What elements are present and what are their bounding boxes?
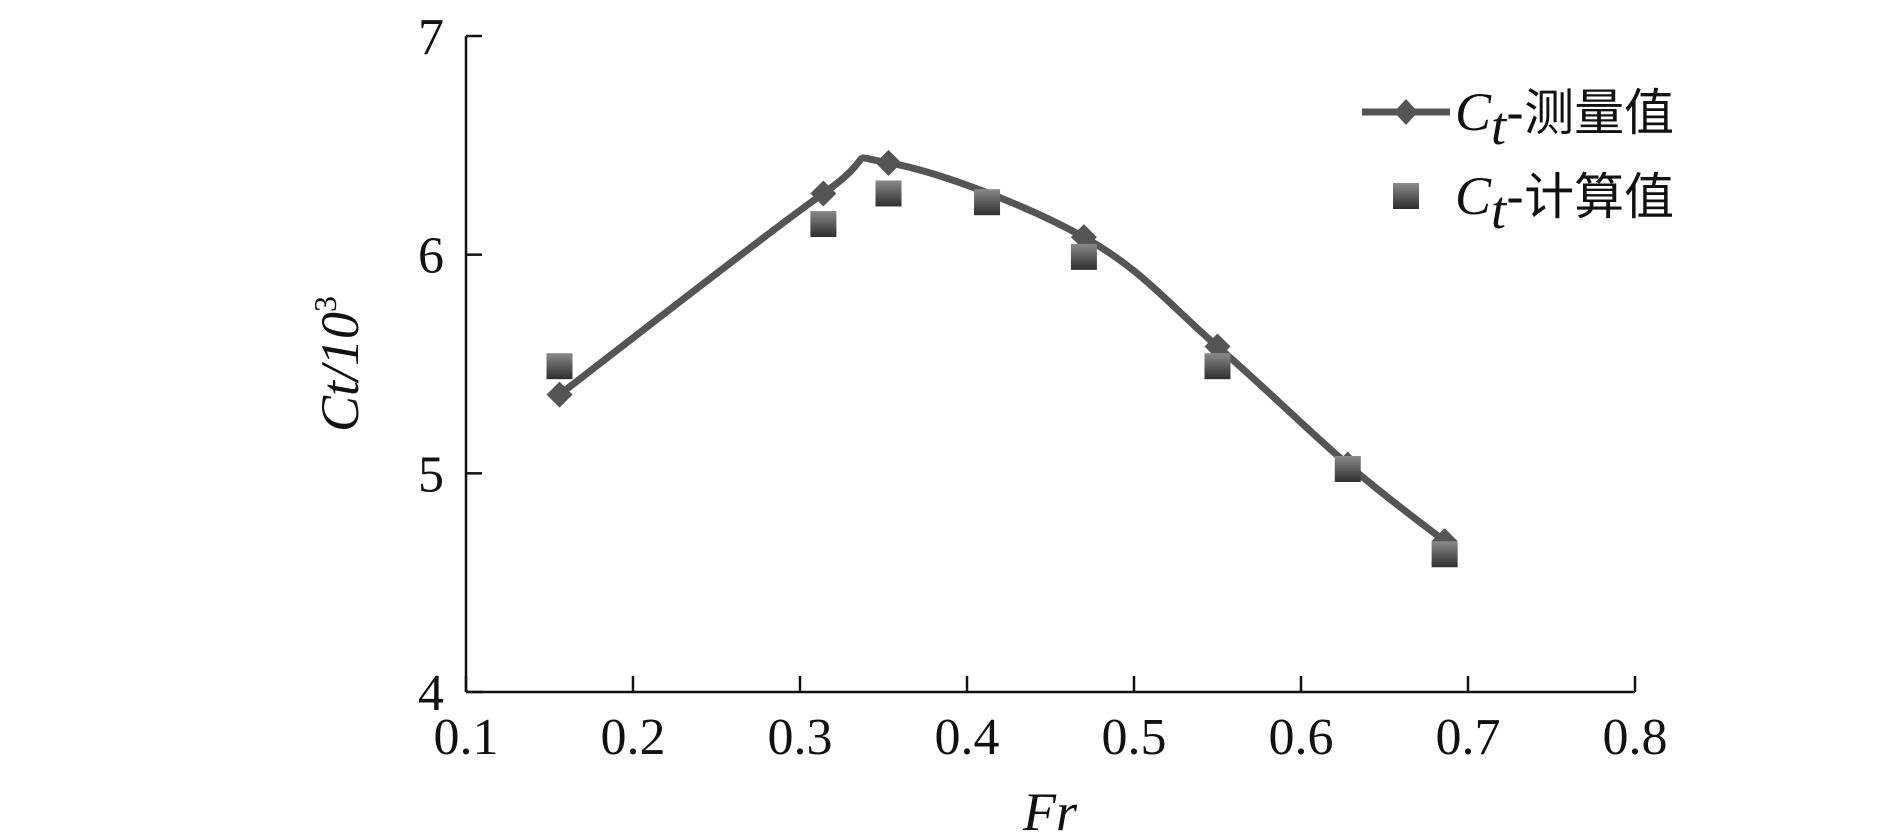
computed-series-markers [546, 180, 1458, 568]
measured-point [875, 149, 902, 176]
measured-series-line [556, 154, 1449, 545]
y-axis-title-superscript: 3 [307, 296, 343, 312]
computed-point [875, 180, 902, 207]
y-tick-label: 4 [418, 665, 444, 722]
legend-computed-label: Ct-计算值 [1455, 166, 1674, 240]
svg-text:Ct/103: Ct/103 [307, 296, 370, 432]
x-axis-title: Fr [1022, 782, 1078, 833]
measured-series-markers [546, 149, 1458, 555]
y-tick-label: 6 [418, 228, 444, 285]
y-ticks: 4 5 6 7 [418, 9, 482, 722]
x-tick-label: 0.8 [1603, 709, 1668, 766]
y-tick-label: 5 [418, 446, 444, 503]
x-ticks: 0.1 0.2 0.3 0.4 0.5 0.6 0.7 0.8 [434, 676, 1668, 766]
measured-point [546, 381, 573, 408]
x-tick-label: 0.7 [1436, 709, 1501, 766]
x-tick-label: 0.2 [601, 709, 666, 766]
computed-point [1204, 353, 1231, 380]
legend-computed-marker [1393, 183, 1419, 209]
computed-point [810, 211, 837, 238]
x-tick-label: 0.5 [1102, 709, 1167, 766]
measured-point [1070, 224, 1097, 251]
y-tick-label: 7 [418, 9, 444, 66]
x-tick-label: 0.3 [768, 709, 833, 766]
measured-point [810, 180, 837, 207]
y-axis-title-group: Ct/103 [307, 296, 370, 432]
measured-point [1204, 333, 1231, 360]
x-tick-label: 0.4 [935, 709, 1000, 766]
computed-point [1070, 243, 1097, 270]
x-tick-label: 0.1 [434, 709, 499, 766]
computed-point [546, 353, 573, 380]
computed-point [1431, 541, 1458, 568]
legend-measured-label: Ct-测量值 [1455, 82, 1674, 156]
legend: Ct-测量值 Ct-计算值 [1362, 82, 1674, 240]
y-axis-title: Ct/10 [310, 312, 370, 432]
legend-measured-marker [1394, 99, 1418, 125]
computed-point [1334, 455, 1361, 482]
x-tick-label: 0.6 [1269, 709, 1334, 766]
computed-point [974, 189, 1001, 216]
